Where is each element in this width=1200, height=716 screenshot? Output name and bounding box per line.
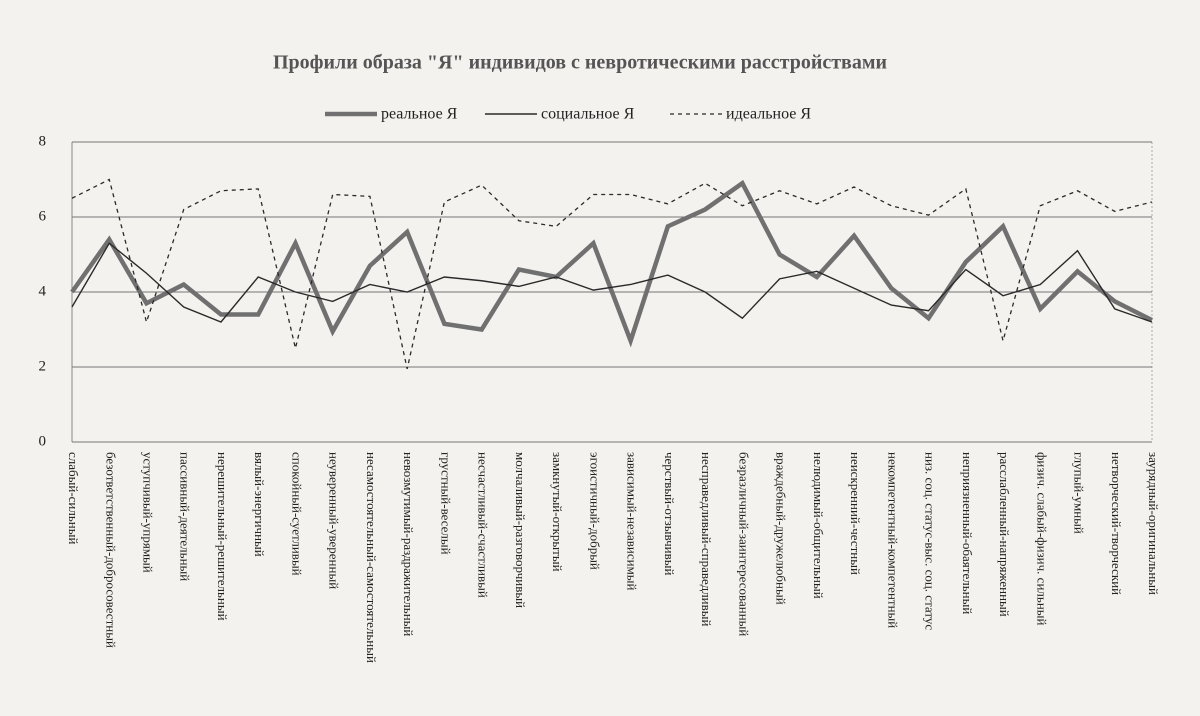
x-tick-label: слабый-сильный [66, 452, 81, 544]
x-tick-label: невозмутимый-раздражительный [401, 452, 416, 636]
x-tick-label: вялый-энергичный [252, 452, 267, 557]
y-tick-label: 6 [39, 208, 47, 224]
x-tick-label: заурядный-оригинальный [1146, 452, 1161, 595]
y-tick-label: 2 [39, 358, 47, 374]
x-tick-label: уступчивый-упрямый [140, 452, 155, 573]
x-tick-label: пассивный-деятельный [178, 452, 193, 581]
x-tick-label: неуверенный-уверенный [327, 452, 342, 589]
series-line [71, 242, 1153, 323]
x-tick-label: физич. слабый-физич. сильный [1034, 452, 1049, 626]
x-tick-label: молчаливый-разговорчивый [513, 452, 528, 608]
y-tick-label: 8 [39, 133, 47, 149]
x-tick-label: нетворческий-творческий [1109, 452, 1124, 595]
x-tick-label: несамостоятельный-самостоятельный [364, 452, 379, 663]
series-line [70, 179, 1154, 348]
x-tick-label: несправедливый-справедливый [699, 452, 714, 627]
x-tick-label: некомпетентный-компетентный [885, 452, 900, 628]
x-tick-label: черствый-отзывчивый [662, 452, 677, 575]
legend-label: социальное Я [541, 106, 635, 123]
x-tick-label: расслабленный-напряженный [997, 452, 1012, 617]
x-tick-label: зависимый-независимый [625, 452, 640, 591]
x-tick-label: неискренний-честный [848, 452, 863, 575]
x-tick-label: несчастливый-счастливый [476, 452, 491, 598]
x-tick-label: нерешительный-решительный [215, 452, 230, 621]
x-tick-label: неприязненный-обаятельный [960, 452, 975, 614]
x-tick-label: враждебный-дружелюбный [774, 452, 789, 605]
x-tick-label: грустный-веселый [438, 452, 453, 555]
x-tick-label: замкнутый-открытый [550, 452, 565, 572]
x-tick-label: спокойный-суетливый [289, 452, 304, 576]
y-tick-label: 4 [39, 283, 47, 299]
legend-label: реальное Я [381, 106, 458, 123]
x-tick-label: безответственный-добросовестный [103, 452, 118, 648]
x-tick-label: эгоистичный-добрый [587, 452, 602, 570]
x-tick-label: безразличный-заинтересованный [736, 452, 751, 636]
legend-label: идеальное Я [726, 106, 811, 123]
x-tick-label: нелюдимый-общительный [811, 452, 826, 599]
y-tick-label: 0 [39, 433, 47, 449]
x-tick-label: глупый-умный [1072, 452, 1087, 534]
series-line [71, 178, 1153, 370]
x-tick-label: низ. соц. статус-выс. соц. статус [923, 452, 938, 630]
chart-title: Профили образа "Я" индивидов с невротиче… [273, 52, 887, 74]
